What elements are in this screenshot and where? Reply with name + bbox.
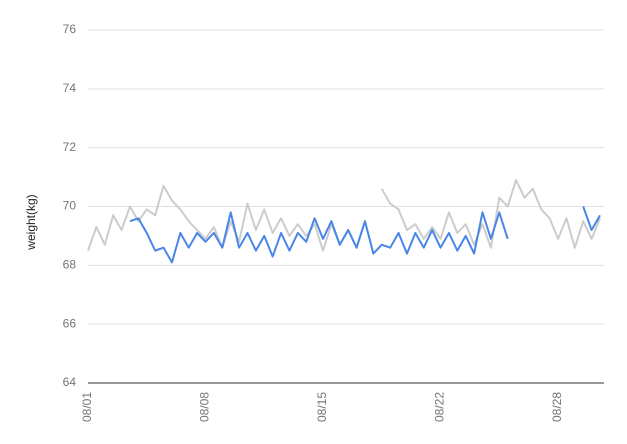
x-tick-label: 08/15 bbox=[315, 392, 329, 422]
y-tick-label: 74 bbox=[63, 81, 77, 95]
x-tick-label: 08/08 bbox=[198, 392, 212, 422]
y-tick-label: 64 bbox=[63, 375, 77, 389]
y-tick-label: 70 bbox=[63, 199, 77, 213]
y-axis-label: weight(kg) bbox=[24, 194, 38, 250]
x-tick-label: 08/28 bbox=[550, 392, 564, 422]
series-line bbox=[582, 206, 601, 232]
y-tick-label: 72 bbox=[63, 140, 77, 154]
series-line bbox=[129, 211, 509, 264]
y-tick-label: 68 bbox=[63, 258, 77, 272]
y-tick-label: 66 bbox=[63, 316, 77, 330]
x-tick-label: 08/01 bbox=[80, 392, 94, 422]
x-tick-label: 08/22 bbox=[433, 392, 447, 422]
series-line bbox=[380, 179, 601, 249]
y-tick-label: 76 bbox=[63, 22, 77, 36]
series-line bbox=[87, 184, 366, 252]
